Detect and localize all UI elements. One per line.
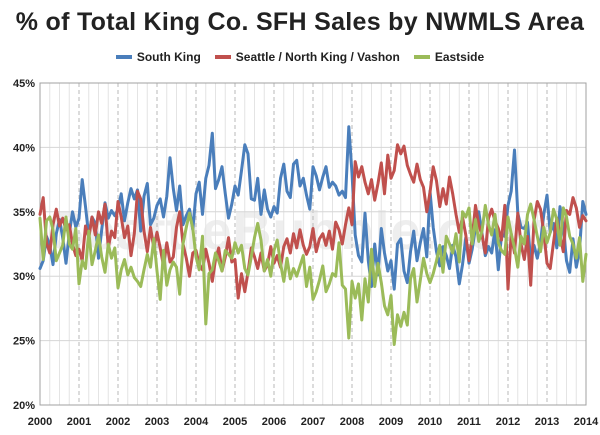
x-tick-label: 2005 bbox=[223, 416, 247, 428]
y-tick-label: 20% bbox=[13, 400, 35, 412]
x-tick-label: 2007 bbox=[301, 416, 325, 428]
y-tick-label: 25% bbox=[13, 336, 35, 348]
legend-label-eastside: Eastside bbox=[434, 50, 485, 64]
legend-swatch-eastside bbox=[413, 55, 430, 59]
legend: South King Seattle / North King / Vashon… bbox=[0, 50, 600, 64]
legend-swatch-south-king bbox=[115, 55, 132, 59]
chart-title: % of Total King Co. SFH Sales by NWMLS A… bbox=[15, 8, 585, 36]
x-tick-label: 2012 bbox=[496, 416, 520, 428]
x-tick-label: 2008 bbox=[340, 416, 364, 428]
x-tick-label: 2000 bbox=[28, 416, 52, 428]
plot-border bbox=[39, 82, 587, 406]
legend-label-south-king: South King bbox=[136, 50, 201, 64]
y-tick-label: 45% bbox=[13, 78, 35, 90]
series-line-eastside bbox=[38, 202, 588, 346]
x-tick-label: 2014 bbox=[574, 416, 599, 428]
legend-swatch-seattle bbox=[214, 55, 231, 59]
x-tick-label: 2009 bbox=[379, 416, 403, 428]
x-tick-label: 2013 bbox=[535, 416, 559, 428]
legend-item-seattle: Seattle / North King / Vashon bbox=[214, 50, 400, 64]
series-line-south-king bbox=[38, 125, 588, 291]
legend-item-eastside: Eastside bbox=[413, 50, 485, 64]
legend-label-seattle: Seattle / North King / Vashon bbox=[235, 50, 400, 64]
y-tick-label: 30% bbox=[13, 271, 35, 283]
x-tick-label: 2006 bbox=[262, 416, 286, 428]
x-tick-label: 2004 bbox=[184, 416, 209, 428]
x-tick-label: 2010 bbox=[418, 416, 442, 428]
x-tick-label: 2002 bbox=[106, 416, 130, 428]
y-tick-label: 40% bbox=[13, 142, 35, 154]
legend-item-south-king: South King bbox=[115, 50, 201, 64]
y-tick-label: 35% bbox=[13, 207, 35, 219]
x-tick-label: 2011 bbox=[457, 416, 481, 428]
x-tick-label: 2003 bbox=[145, 416, 169, 428]
x-tick-label: 2001 bbox=[67, 416, 91, 428]
